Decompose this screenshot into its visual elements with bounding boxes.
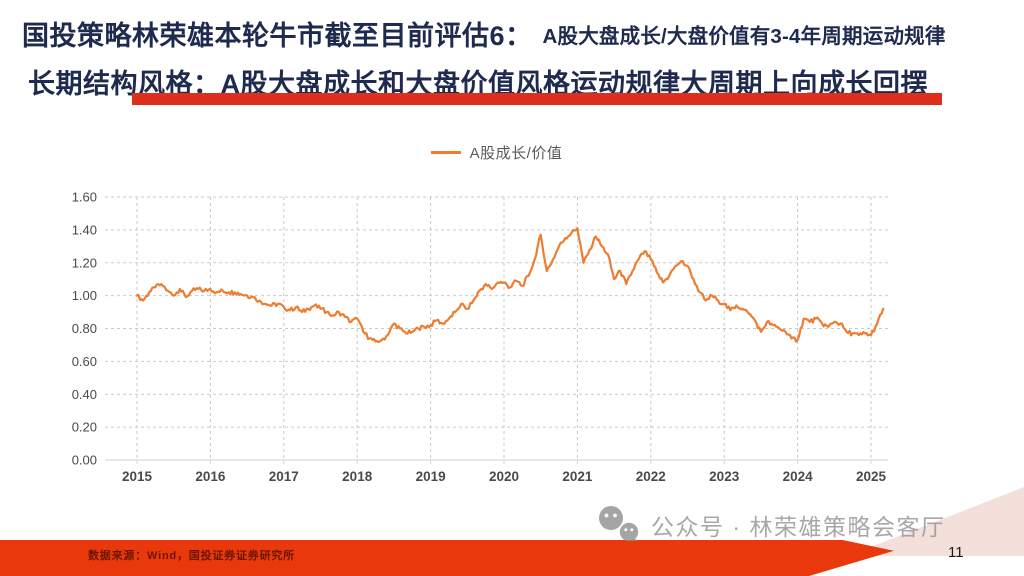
- y-tick-label: 0.40: [72, 387, 97, 402]
- y-tick-label: 0.20: [72, 420, 97, 435]
- title-main: 国投策略林荣雄本轮牛市截至目前评估6：: [22, 21, 533, 51]
- x-tick-label: 2020: [489, 469, 519, 484]
- series-line: [135, 227, 885, 344]
- data-source-text: 数据来源：Wind，国投证券证券研究所: [88, 550, 295, 562]
- x-tick-label: 2022: [636, 469, 666, 484]
- watermark: 公众号 · 林荣雄策略会客厅: [597, 505, 945, 545]
- legend-label: A股成长/价值: [469, 145, 563, 162]
- y-tick-label: 0.80: [72, 321, 97, 336]
- x-tick-label: 2021: [562, 469, 593, 484]
- x-tick-label: 2017: [269, 469, 299, 484]
- y-tick-label: 1.40: [72, 222, 97, 237]
- y-tick-label: 0.60: [72, 354, 97, 369]
- y-tick-label: 0.00: [72, 453, 97, 468]
- title-line-1: 国投策略林荣雄本轮牛市截至目前评估6： A股大盘成长/大盘价值有3-4年周期运动…: [22, 14, 1014, 53]
- title-underline-bar: [132, 93, 942, 105]
- page-number: 11: [948, 544, 964, 561]
- y-tick-label: 1.00: [72, 288, 97, 303]
- x-tick-label: 2025: [856, 469, 887, 484]
- x-tick-label: 2023: [709, 469, 740, 484]
- watermark-text: 公众号 · 林荣雄策略会客厅: [651, 514, 946, 540]
- x-tick-label: 2016: [195, 469, 226, 484]
- wechat-icon: [599, 506, 639, 542]
- x-tick-label: 2024: [783, 469, 814, 484]
- footer-red-band: [0, 540, 894, 576]
- x-tick-label: 2018: [342, 469, 373, 484]
- chart-legend: A股成长/价值: [105, 142, 888, 163]
- x-tick-label: 2015: [122, 469, 153, 484]
- y-tick-label: 1.60: [72, 190, 97, 205]
- title-subtitle: A股大盘成长/大盘价值有3-4年周期运动规律: [542, 24, 946, 48]
- x-tick-label: 2019: [416, 469, 446, 484]
- legend-line-swatch: [430, 151, 461, 154]
- y-tick-label: 1.20: [72, 255, 97, 270]
